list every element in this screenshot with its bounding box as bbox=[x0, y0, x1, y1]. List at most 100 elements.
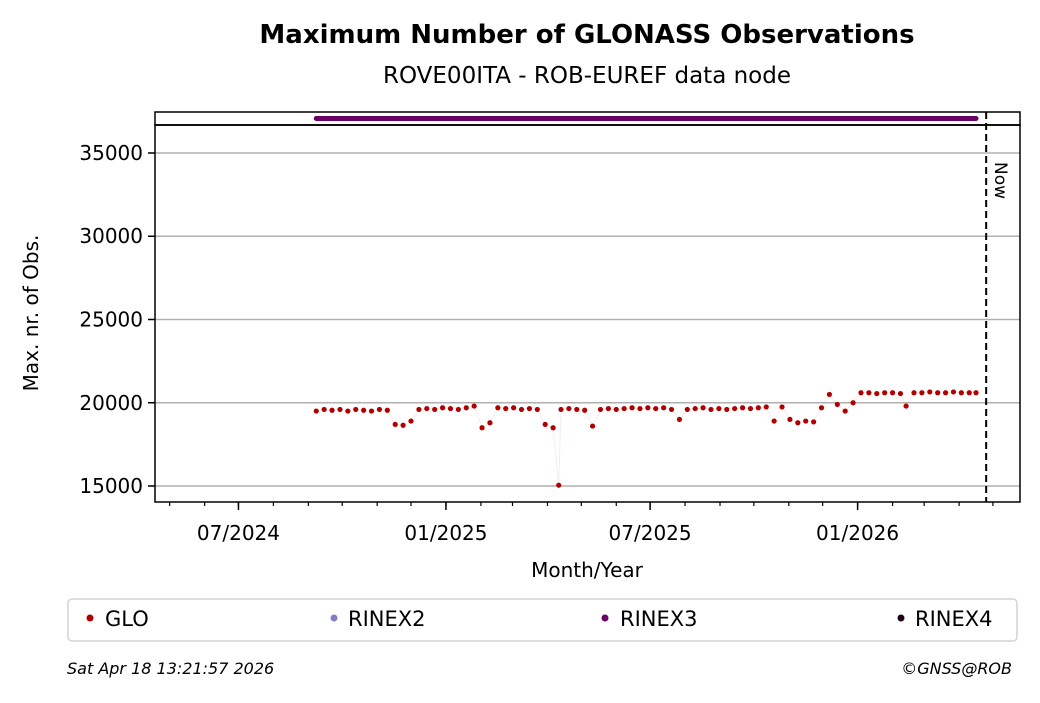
data-point-glo bbox=[834, 401, 840, 408]
legend-marker-rinex3 bbox=[601, 614, 609, 622]
x-tick-label: 01/2026 bbox=[816, 521, 899, 545]
data-point-glo bbox=[582, 407, 588, 413]
data-point-glo bbox=[661, 405, 667, 411]
data-point-glo bbox=[858, 390, 864, 396]
data-point-glo bbox=[795, 420, 801, 426]
data-point-glo bbox=[958, 390, 964, 396]
data-point-glo bbox=[400, 422, 406, 428]
x-tick-label: 01/2025 bbox=[404, 521, 487, 545]
data-point-glo bbox=[882, 390, 888, 396]
data-point-glo bbox=[463, 405, 469, 411]
data-point-glo bbox=[479, 425, 485, 431]
data-point-glo bbox=[911, 390, 917, 396]
data-point-glo bbox=[950, 389, 957, 395]
data-point-glo bbox=[471, 403, 477, 409]
x-axis-ticks: 07/2024 01/2025 07/2025 01/2026 bbox=[169, 502, 994, 545]
legend-label-rinex4: RINEX4 bbox=[915, 607, 993, 631]
data-point-glo bbox=[637, 405, 643, 412]
chart-subtitle: ROVE00ITA - ROB-EUREF data node bbox=[383, 63, 791, 89]
data-point-glo bbox=[447, 405, 454, 412]
x-tick-label: 07/2024 bbox=[197, 521, 280, 545]
data-point-glo bbox=[942, 390, 949, 396]
data-point-glo bbox=[534, 406, 540, 413]
data-point-glo bbox=[329, 407, 335, 413]
data-point-glo bbox=[337, 406, 343, 413]
plot-frame bbox=[154, 124, 1021, 503]
now-line: Now bbox=[985, 112, 1010, 502]
legend-marker-glo bbox=[86, 614, 94, 622]
data-point-glo bbox=[392, 421, 398, 428]
data-marks bbox=[313, 389, 979, 488]
data-point-glo bbox=[966, 390, 972, 396]
data-point-glo bbox=[613, 406, 619, 413]
legend-marker-rinex4 bbox=[897, 614, 905, 622]
chart-title: Maximum Number of GLONASS Observations bbox=[259, 20, 914, 50]
y-tick-label: 30000 bbox=[79, 224, 143, 248]
data-point-glo bbox=[653, 405, 659, 412]
data-point-glo bbox=[903, 403, 909, 409]
data-point-glo bbox=[321, 406, 327, 413]
data-point-glo bbox=[919, 390, 925, 396]
y-tick-label: 15000 bbox=[79, 474, 143, 498]
legend-marker-rinex2 bbox=[330, 614, 338, 622]
data-point-glo bbox=[684, 406, 690, 413]
data-point-glo bbox=[503, 405, 509, 412]
data-point-glo bbox=[432, 406, 438, 413]
data-point-glo bbox=[739, 405, 746, 411]
data-point-glo bbox=[495, 405, 501, 411]
data-point-glo bbox=[550, 425, 556, 431]
data-point-glo bbox=[455, 406, 461, 413]
footer-credit: ©GNSS@ROB bbox=[901, 659, 1012, 678]
data-point-glo bbox=[629, 405, 635, 411]
data-point-glo bbox=[384, 407, 390, 413]
data-point-glo bbox=[408, 418, 414, 424]
data-point-glo bbox=[424, 405, 430, 412]
data-point-glo bbox=[511, 405, 517, 411]
y-tick-label: 35000 bbox=[79, 141, 143, 165]
data-point-glo bbox=[973, 390, 979, 396]
y-axis-label: Max. nr. of Obs. bbox=[19, 235, 43, 392]
data-point-glo bbox=[353, 406, 359, 413]
data-point-glo bbox=[558, 406, 564, 413]
y-tick-label: 20000 bbox=[79, 391, 143, 415]
data-point-glo bbox=[724, 406, 730, 413]
data-point-glo bbox=[927, 389, 933, 395]
legend: GLO RINEX2 RINEX3 RINEX4 bbox=[67, 598, 1018, 642]
data-point-glo bbox=[439, 405, 446, 411]
legend-box bbox=[67, 598, 1018, 642]
data-point-glo bbox=[605, 405, 611, 412]
data-point-glo bbox=[487, 420, 493, 426]
data-point-glo bbox=[566, 405, 572, 412]
data-point-glo bbox=[866, 390, 872, 396]
data-point-glo bbox=[645, 405, 651, 411]
data-point-glo bbox=[787, 416, 793, 423]
data-point-glo bbox=[668, 406, 675, 413]
data-point-glo bbox=[826, 391, 833, 398]
data-point-glo bbox=[700, 405, 706, 411]
data-point-glo bbox=[542, 421, 548, 428]
data-point-glo bbox=[361, 407, 367, 413]
data-point-glo bbox=[574, 406, 580, 413]
data-point-glo bbox=[526, 405, 533, 412]
data-point-glo bbox=[345, 408, 351, 414]
data-point-glo bbox=[803, 418, 809, 424]
data-point-glo bbox=[708, 406, 714, 413]
data-point-glo bbox=[518, 406, 525, 413]
data-point-glo bbox=[771, 418, 777, 424]
data-point-glo bbox=[716, 405, 722, 412]
data-point-glo bbox=[416, 406, 422, 413]
y-axis-ticks: 15000 20000 25000 30000 35000 bbox=[79, 141, 155, 498]
data-point-glo bbox=[818, 405, 825, 411]
data-point-glo bbox=[755, 405, 761, 411]
data-point-glo bbox=[313, 408, 319, 414]
data-point-glo bbox=[763, 404, 769, 410]
now-line-label: Now bbox=[990, 162, 1010, 199]
data-point-glo bbox=[589, 423, 596, 429]
data-point-glo bbox=[556, 482, 562, 488]
data-point-glo bbox=[811, 419, 817, 425]
data-point-glo bbox=[747, 405, 754, 412]
data-point-glo bbox=[935, 390, 941, 396]
data-point-glo bbox=[692, 405, 698, 412]
gridlines bbox=[155, 152, 1020, 487]
